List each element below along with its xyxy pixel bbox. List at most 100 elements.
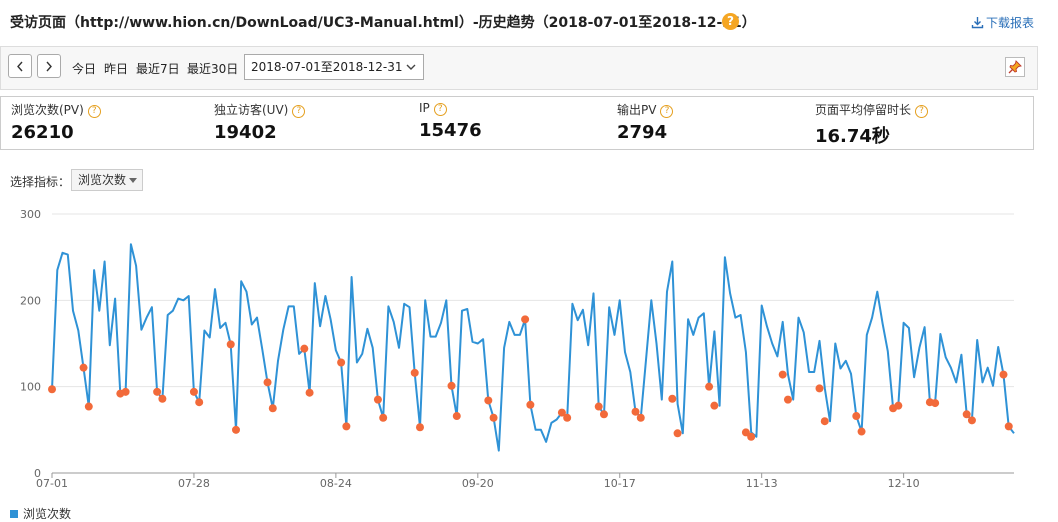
data-point: [636, 413, 645, 422]
data-point: [594, 402, 603, 411]
data-point: [484, 396, 493, 405]
data-point: [447, 381, 456, 390]
data-point: [857, 427, 866, 436]
chart-legend[interactable]: 浏览次数: [10, 505, 71, 522]
data-point: [415, 423, 424, 432]
help-icon[interactable]: ?: [722, 13, 739, 30]
stat-pv-value: 26210: [11, 122, 74, 143]
data-point: [778, 370, 787, 379]
y-tick-label: 300: [20, 208, 41, 221]
x-tick-label: 07-28: [178, 477, 210, 490]
data-point: [158, 394, 167, 403]
help-icon[interactable]: ?: [292, 105, 306, 118]
data-point: [962, 410, 971, 419]
stat-avg-duration-value: 16.74秒: [815, 126, 890, 147]
next-period-button[interactable]: [37, 54, 61, 78]
data-point: [379, 413, 388, 422]
y-tick-label: 200: [20, 294, 41, 307]
stat-pv-label: 浏览次数(PV): [11, 103, 84, 117]
stat-ip-label: IP: [419, 101, 430, 115]
download-label: 下载报表: [985, 16, 1034, 30]
data-point: [231, 425, 240, 434]
data-point: [195, 398, 204, 407]
x-tick-label: 10-17: [604, 477, 636, 490]
data-point: [521, 315, 530, 324]
data-point: [226, 340, 235, 349]
pin-button[interactable]: [1005, 57, 1025, 77]
data-point: [84, 402, 93, 411]
quick-range-today[interactable]: 今日: [72, 62, 97, 76]
stats-panel: 浏览次数(PV)? 26210 独立访客(UV)? 19402 IP? 1547…: [0, 96, 1034, 150]
help-icon[interactable]: ?: [660, 105, 674, 118]
title-bar: 受访页面（http://www.hion.cn/DownLoad/UC3-Man…: [0, 0, 1058, 44]
data-point: [268, 404, 277, 413]
data-point: [121, 387, 130, 396]
trend-chart: 0 100 200 300 07-01 07-28 08-24 09-20 10-17 11-13…: [20, 208, 1015, 490]
data-point: [894, 401, 903, 410]
data-point: [673, 429, 682, 438]
download-report-link[interactable]: 下载报表: [971, 14, 1034, 31]
data-point: [931, 399, 940, 408]
download-icon: [971, 17, 984, 29]
stat-uv-label: 独立访客(UV): [214, 103, 289, 117]
chevron-down-icon: [406, 64, 416, 70]
x-tick-label: 11-13: [746, 477, 778, 490]
quick-range-30days[interactable]: 最近30日: [187, 62, 239, 76]
data-point: [263, 378, 272, 387]
stat-avg-duration-label: 页面平均停留时长: [815, 103, 912, 117]
x-tick-label: 07-01: [36, 477, 68, 490]
help-icon[interactable]: ?: [915, 105, 929, 118]
data-point: [189, 387, 198, 396]
stat-output-pv-label: 输出PV: [617, 103, 657, 117]
chevron-right-icon: [46, 61, 52, 72]
data-point: [300, 344, 309, 353]
data-point: [999, 370, 1008, 379]
stat-output-pv-value: 2794: [617, 122, 668, 143]
quick-range-yesterday[interactable]: 昨日: [104, 62, 129, 76]
date-range-value: 2018-07-01至2018-12-31: [251, 60, 403, 74]
legend-label: 浏览次数: [23, 507, 72, 521]
metric-selector-label: 选择指标：: [10, 175, 71, 189]
data-point: [557, 408, 566, 417]
x-tick-label: 12-10: [888, 477, 920, 490]
data-point: [815, 384, 824, 393]
help-icon[interactable]: ?: [433, 103, 447, 116]
metric-select[interactable]: 浏览次数: [71, 169, 143, 191]
data-point: [563, 413, 572, 422]
data-point: [489, 413, 498, 422]
data-point: [526, 400, 535, 409]
y-tick-label: 100: [20, 381, 41, 394]
metric-select-value: 浏览次数: [78, 173, 127, 187]
legend-swatch: [10, 510, 18, 518]
stat-output-pv: 输出PV? 2794: [617, 101, 674, 143]
prev-period-button[interactable]: [8, 54, 32, 78]
stat-uv-value: 19402: [214, 122, 277, 143]
x-tick-label: 08-24: [320, 477, 352, 490]
data-point: [631, 407, 640, 416]
series-line: [51, 243, 1015, 452]
data-point: [452, 412, 461, 421]
data-point: [705, 382, 714, 391]
quick-range-7days[interactable]: 最近7日: [136, 62, 180, 76]
caret-down-icon: [129, 178, 137, 183]
data-point: [79, 363, 88, 372]
stat-ip-value: 15476: [419, 120, 482, 141]
data-point: [710, 401, 719, 410]
chevron-left-icon: [17, 61, 23, 72]
date-range-select[interactable]: 2018-07-01至2018-12-31: [244, 54, 424, 80]
help-icon[interactable]: ?: [87, 105, 101, 118]
stat-ip: IP? 15476: [419, 101, 482, 141]
data-point: [852, 412, 861, 421]
toolbar: 今日 昨日 最近7日 最近30日 2018-07-01至2018-12-31: [0, 46, 1038, 90]
data-point: [342, 422, 351, 431]
data-point: [48, 385, 56, 394]
data-point: [337, 358, 346, 367]
y-tick-label: 0: [34, 467, 41, 480]
data-point: [668, 394, 677, 403]
data-point: [747, 432, 756, 441]
page-title: 受访页面（http://www.hion.cn/DownLoad/UC3-Man…: [10, 15, 756, 31]
stat-uv: 独立访客(UV)? 19402: [214, 101, 306, 143]
x-tick-label: 09-20: [462, 477, 494, 490]
pin-icon: [1008, 60, 1022, 74]
data-point: [820, 417, 829, 426]
